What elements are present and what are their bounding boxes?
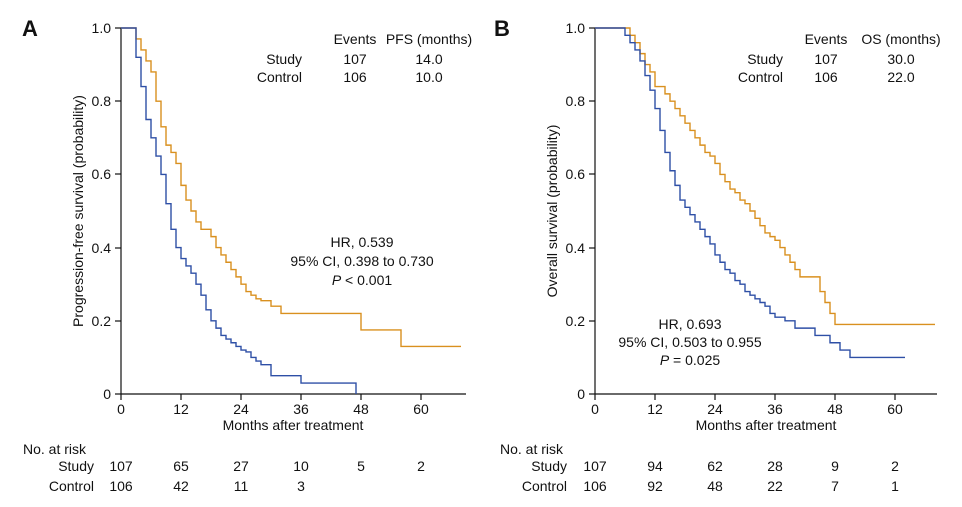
- confidence-interval: 95% CI, 0.398 to 0.730: [290, 253, 433, 269]
- y-tick-label: 0: [577, 386, 585, 402]
- median-value: 10.0: [415, 69, 442, 85]
- y-axis-title-b: Overall survival (probability): [544, 125, 560, 298]
- measure-header: OS (months): [861, 31, 940, 47]
- km-curve-control-a: [121, 27, 357, 394]
- legend-study: Study: [747, 51, 783, 67]
- legend-control: Control: [738, 69, 783, 85]
- risk-count: 22: [767, 478, 783, 494]
- panel-b: B 1.0 0.8 0.6 0.4 0.2 0 0 12 24: [494, 16, 941, 494]
- risk-table-title: No. at risk: [500, 441, 564, 457]
- events-value: 107: [343, 51, 367, 67]
- x-tick-label: 0: [117, 401, 125, 417]
- risk-count: 7: [831, 478, 839, 494]
- summary-table-a: Events PFS (months) Study 107 14.0 Contr…: [257, 31, 472, 85]
- km-curve-control-b: [595, 27, 905, 359]
- y-tick-label: 0.6: [92, 166, 112, 182]
- hazard-ratio: HR, 0.539: [330, 234, 393, 250]
- y-axis-title-a: Progression-free survival (probability): [70, 95, 86, 327]
- measure-header: PFS (months): [386, 31, 472, 47]
- risk-table-a: No. at risk Study Control 107 65 27 10 5…: [23, 441, 425, 494]
- hazard-ratio: HR, 0.693: [658, 316, 721, 332]
- panel-label-b: B: [494, 16, 510, 41]
- y-tick-label: 0.4: [566, 240, 586, 256]
- risk-count: 62: [707, 458, 723, 474]
- risk-count: 65: [173, 458, 189, 474]
- confidence-interval: 95% CI, 0.503 to 0.955: [618, 334, 761, 350]
- risk-table-b: No. at risk Study Control 107 94 62 28 9…: [500, 441, 899, 494]
- x-axis-title-a: Months after treatment: [223, 417, 364, 433]
- risk-count: 48: [707, 478, 723, 494]
- y-tick-label: 1.0: [566, 20, 586, 36]
- risk-count: 107: [583, 458, 607, 474]
- risk-count: 107: [109, 458, 133, 474]
- stats-annotation-b: HR, 0.693 95% CI, 0.503 to 0.955 P = 0.0…: [618, 316, 761, 368]
- p-value: P < 0.001: [332, 272, 393, 288]
- stats-annotation-a: HR, 0.539 95% CI, 0.398 to 0.730 P < 0.0…: [290, 234, 433, 288]
- risk-count: 42: [173, 478, 189, 494]
- p-value: P = 0.025: [660, 352, 721, 368]
- x-tick-label: 60: [413, 401, 429, 417]
- risk-count: 92: [647, 478, 663, 494]
- risk-count: 9: [831, 458, 839, 474]
- y-tick-label: 1.0: [92, 20, 112, 36]
- y-tick-label: 0.2: [566, 313, 586, 329]
- legend-study: Study: [266, 51, 302, 67]
- events-header: Events: [334, 31, 377, 47]
- y-tick-label: 0: [103, 386, 111, 402]
- events-value: 107: [814, 51, 838, 67]
- risk-count: 2: [417, 458, 425, 474]
- x-tick-label: 24: [707, 401, 723, 417]
- x-tick-label: 0: [591, 401, 599, 417]
- risk-row-label-study: Study: [58, 458, 94, 474]
- x-axis-title-b: Months after treatment: [696, 417, 837, 433]
- risk-count: 27: [233, 458, 249, 474]
- x-tick-label: 12: [173, 401, 189, 417]
- events-value: 106: [814, 69, 838, 85]
- risk-count: 5: [357, 458, 365, 474]
- risk-count: 94: [647, 458, 663, 474]
- median-value: 30.0: [887, 51, 914, 67]
- x-tick-label: 24: [233, 401, 249, 417]
- risk-row-label-control: Control: [522, 478, 567, 494]
- legend-control: Control: [257, 69, 302, 85]
- x-tick-label: 48: [827, 401, 843, 417]
- km-curve-study-b: [595, 27, 935, 326]
- x-tick-label: 36: [293, 401, 309, 417]
- risk-count: 10: [293, 458, 309, 474]
- x-tick-label: 48: [353, 401, 369, 417]
- events-header: Events: [805, 31, 848, 47]
- risk-count: 1: [891, 478, 899, 494]
- km-curve-study-a: [121, 27, 461, 348]
- x-tick-label: 12: [647, 401, 663, 417]
- y-tick-label: 0.8: [566, 93, 586, 109]
- summary-table-b: Events OS (months) Study 107 30.0 Contro…: [738, 31, 941, 85]
- risk-count: 2: [891, 458, 899, 474]
- risk-row-label-control: Control: [49, 478, 94, 494]
- risk-row-label-study: Study: [531, 458, 567, 474]
- risk-count: 106: [109, 478, 133, 494]
- events-value: 106: [343, 69, 367, 85]
- y-tick-label: 0.6: [566, 166, 586, 182]
- median-value: 14.0: [415, 51, 442, 67]
- y-tick-label: 0.2: [92, 313, 112, 329]
- x-ticks-a: 0 12 24 36 48 60: [117, 394, 429, 417]
- y-ticks-a: 1.0 0.8 0.6 0.4 0.2 0: [92, 20, 121, 402]
- median-value: 22.0: [887, 69, 914, 85]
- x-tick-label: 36: [767, 401, 783, 417]
- x-ticks-b: 0 12 24 36 48 60: [591, 394, 903, 417]
- risk-count: 11: [234, 478, 249, 494]
- risk-count: 28: [767, 458, 783, 474]
- risk-table-title: No. at risk: [23, 441, 87, 457]
- panel-a: A 1.0 0.8 0.6 0.4 0.2 0 0: [22, 16, 472, 494]
- y-tick-label: 0.4: [92, 240, 112, 256]
- panel-label-a: A: [22, 16, 38, 41]
- risk-count: 106: [583, 478, 607, 494]
- y-tick-label: 0.8: [92, 93, 112, 109]
- y-ticks-b: 1.0 0.8 0.6 0.4 0.2 0: [566, 20, 595, 402]
- risk-count: 3: [297, 478, 305, 494]
- x-tick-label: 60: [887, 401, 903, 417]
